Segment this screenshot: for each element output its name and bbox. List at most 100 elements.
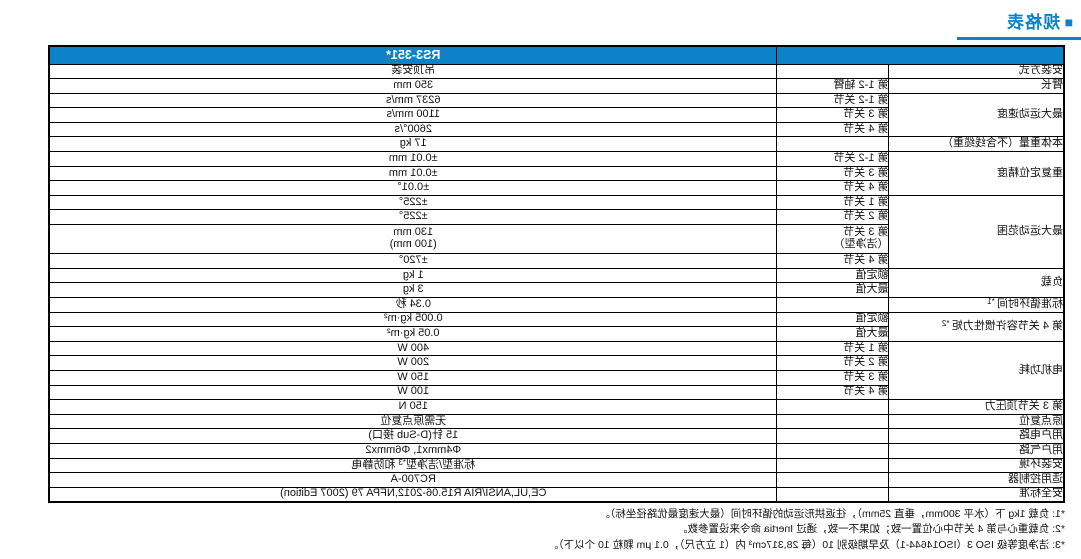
row-sub-label: 第 2 关节: [777, 209, 889, 225]
row-label: 安装方式: [889, 64, 1064, 79]
row-value: ±225°: [49, 195, 777, 210]
row-value: 400 W: [49, 341, 777, 356]
row-sub-label: [777, 472, 889, 488]
row-value: RC700-A: [49, 472, 777, 488]
spec-table: RS3-351* 安装方式 吊顶安装 臂长第 1-2 轴臂 350 mm 最大运动速度第…: [48, 45, 1065, 503]
row-sub-label: [777, 428, 889, 444]
row-sub-label: [777, 136, 889, 152]
spec-row: 臂长第 1-2 轴臂 350 mm: [49, 78, 1064, 94]
row-value: 100 W: [49, 385, 777, 400]
spec-row: 安全标准 CE,UL,ANSI/RIA R15.06-2012,NFPA 79 (…: [49, 487, 1064, 502]
row-value: ±0.01°: [49, 180, 777, 196]
row-label: 第 3 关节顶压力: [889, 399, 1064, 415]
row-sub-label: 额定值: [777, 312, 889, 327]
row-sub-label: 第 3 关节: [777, 107, 889, 123]
footnote-ref: *3: [398, 458, 407, 467]
row-value: 吊顶安装: [49, 64, 777, 79]
row-sub-label: [777, 297, 889, 313]
footnotes: *1: 负载 1kg 下（水平 300mm，垂直 25mm），往返拱形运动的循环…: [0, 507, 1065, 554]
footnote-ref: *2: [941, 319, 952, 329]
row-sub-label: [777, 487, 889, 502]
row-value: 2600°/s: [49, 122, 777, 137]
row-value: 1100 mm/s: [49, 107, 777, 123]
page-title-block: ■ 规格表: [957, 8, 1081, 40]
footnote-line-1: *1: 负载 1kg 下（水平 300mm，垂直 25mm），往返拱形运动的循环…: [599, 507, 1065, 520]
row-value: 350 mm: [49, 78, 777, 94]
row-value: 0.005 kg·m²: [49, 312, 777, 327]
footnote-ref: *1: [987, 297, 997, 307]
row-value: ±0.01 mm: [49, 166, 777, 181]
row-sub-label: 第 3 关节 （洁净型）: [777, 224, 889, 254]
spec-row: 第 4 关节容许惯性力矩 *2 额定值 0.005 kg·m²: [49, 312, 1064, 342]
row-label: 负载: [889, 268, 1064, 298]
row-sub-label: [777, 458, 889, 473]
table-header-model: RS3-351*: [49, 46, 777, 64]
row-value: 标准型/洁净型*3 和防静电: [49, 458, 777, 473]
table-header-row: RS3-351*: [49, 46, 1064, 64]
row-value: 0.34 秒: [49, 297, 777, 313]
row-value: 130 mm (100 mm): [49, 224, 777, 254]
table-header-empty-cell: [777, 46, 1064, 64]
spec-row: 适用控制器 RC700-A: [49, 472, 1064, 488]
row-sub-label: 第 4 关节: [777, 253, 889, 269]
row-label: 安装环境: [889, 458, 1064, 473]
row-sub-label: [777, 64, 889, 79]
spec-row: 重复定位精度第 1-2 关节 ±0.01 mm: [49, 151, 1064, 196]
row-value: 17 kg: [49, 136, 777, 152]
row-value: Φ4mmx1, Φ6mmx2: [49, 443, 777, 459]
row-sub-label: [777, 414, 889, 429]
mirrored-page: ■ 规格表 RS3-351* 安装方式 吊顶安装 臂长第 1-2 轴臂 350 mm 最…: [0, 8, 1081, 559]
spec-row: 用户气路 Φ4mmx1, Φ6mmx2: [49, 443, 1064, 459]
row-sub-label: 第 1 关节: [777, 195, 889, 210]
row-sub-label: 第 1-2 轴臂: [777, 78, 889, 94]
spec-row: 电机功耗第 1 关节 400 W: [49, 341, 1064, 400]
row-sub-label: 第 1-2 关节: [777, 151, 889, 167]
row-sub-label: 第 1 关节: [777, 341, 889, 356]
spec-row: 标准循环时间 *1 0.34 秒: [49, 297, 1064, 313]
row-sub-label: 第 4 关节: [777, 385, 889, 400]
spec-row: 用户电路 15 针(D-Sub 接口): [49, 428, 1064, 444]
spec-row: 最大运动速度第 1-2 关节 6237 mm/s: [49, 93, 1064, 137]
row-sub-label: 额定值: [777, 268, 889, 283]
row-value: 200 W: [49, 355, 777, 371]
spec-row: 负载 额定值 1 kg: [49, 268, 1064, 298]
spec-row: 本体重量（不含线缆重） 17 kg: [49, 136, 1064, 152]
spec-row: 第 3 关节顶压力 150 N: [49, 399, 1064, 415]
row-sub-label: [777, 443, 889, 459]
row-sub-label: 第 2 关节: [777, 355, 889, 371]
row-sub-label: 第 3 关节: [777, 370, 889, 386]
row-sub-label: 第 3 关节: [777, 166, 889, 181]
row-label: 重复定位精度: [889, 151, 1064, 196]
row-sub-label: 第 4 关节: [777, 122, 889, 137]
row-label: 电机功耗: [889, 341, 1064, 400]
footnote-line-2: *2: 负载重心与第 4 关节中心位置一致；如果不一致，通过 Inertia 命…: [677, 523, 1065, 536]
row-value: 6237 mm/s: [49, 93, 777, 108]
row-label: 适用控制器: [889, 472, 1064, 488]
row-value: 无需原点复位: [49, 414, 777, 429]
row-value: 0.05 kg·m²: [49, 326, 777, 342]
row-value: CE,UL,ANSI/RIA R15.06-2012,NFPA 79 (2007…: [49, 487, 777, 502]
row-value: 15 针(D-Sub 接口): [49, 428, 777, 444]
row-label: 用户气路: [889, 443, 1064, 459]
row-label: 臂长: [889, 78, 1064, 94]
spec-row: 安装环境 标准型/洁净型*3 和防静电: [49, 458, 1064, 473]
spec-row: 原点复位 无需原点复位: [49, 414, 1064, 429]
row-value: 150 N: [49, 399, 777, 415]
row-sub-label: 最大值: [777, 326, 889, 342]
row-sub-label: [777, 399, 889, 415]
row-sub-label: 第 4 关节: [777, 180, 889, 196]
row-label: 标准循环时间 *1: [889, 297, 1064, 313]
row-value: ±225°: [49, 209, 777, 225]
row-value: 3 kg: [49, 282, 777, 298]
title-square-marker: ■: [1064, 14, 1073, 30]
row-label: 第 4 关节容许惯性力矩 *2: [889, 312, 1064, 342]
row-label: 用户电路: [889, 428, 1064, 444]
row-value: 1 kg: [49, 268, 777, 283]
row-value: ±720°: [49, 253, 777, 269]
row-label: 最大运动范围: [889, 195, 1064, 269]
row-value: ±0.01 mm: [49, 151, 777, 167]
spec-row: 最大运动范围第 1 关节 ±225°: [49, 195, 1064, 269]
page-title: 规格表: [1006, 13, 1061, 32]
row-label: 本体重量（不含线缆重）: [889, 136, 1064, 152]
row-sub-label: 第 1-2 关节: [777, 93, 889, 108]
